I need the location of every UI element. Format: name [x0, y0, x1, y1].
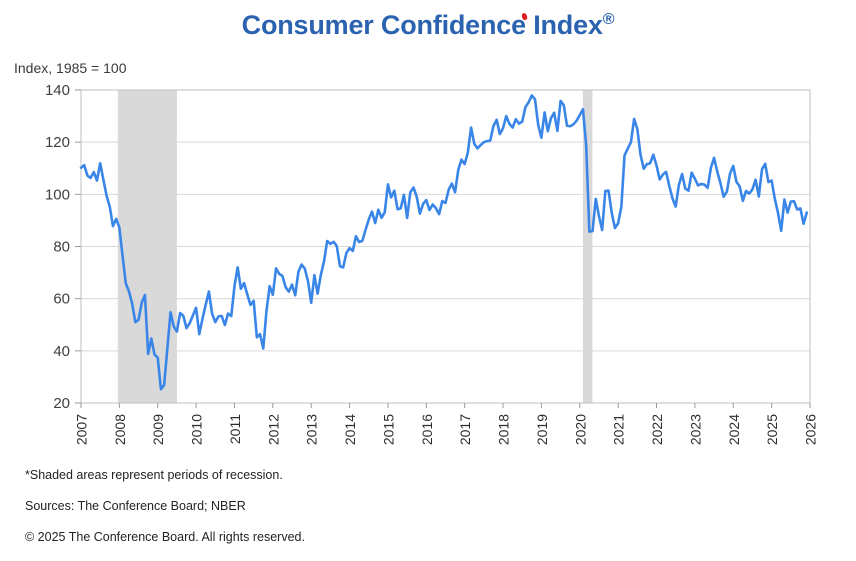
y-axis-note: Index, 1985 = 100	[14, 60, 127, 76]
x-axis-label-2012: 2012	[265, 414, 281, 445]
y-axis-label-60: 60	[53, 291, 70, 308]
x-axis-label-2018: 2018	[496, 414, 512, 445]
y-axis-label-80: 80	[53, 239, 70, 256]
footnote-block: *Shaded areas represent periods of reces…	[25, 452, 305, 561]
x-axis-tick-group: 2007 2008 2009 2010 2011 2012 2013 2014 2015 2016…	[74, 403, 819, 445]
y-axis-label-40: 40	[53, 343, 70, 360]
x-axis-label-2019: 2019	[534, 414, 550, 445]
x-axis-label-2025: 2025	[764, 414, 780, 445]
gridline-group	[81, 141, 810, 352]
x-axis-label-2015: 2015	[380, 414, 396, 445]
x-axis-label-2023: 2023	[687, 414, 703, 445]
page-title: Consumer Confidence Index®	[0, 10, 856, 41]
x-axis-label-2021: 2021	[611, 414, 627, 445]
x-axis-label-2022: 2022	[649, 414, 665, 445]
x-axis-label-2007: 2007	[74, 414, 90, 445]
y-axis-label-120: 120	[45, 134, 70, 151]
x-axis-label-2016: 2016	[419, 414, 435, 445]
consumer-confidence-chart: Consumer Confidence Index® Index, 1985 =…	[0, 10, 856, 544]
y-axis-label-20: 20	[53, 395, 70, 412]
x-axis-label-2008: 2008	[112, 414, 128, 445]
x-axis-label-2024: 2024	[726, 414, 742, 445]
y-axis-tick-group: 20 40 60 80 100 120 140	[45, 82, 81, 412]
y-axis-label-140: 140	[45, 82, 70, 99]
x-axis-label-2009: 2009	[150, 414, 166, 445]
footnote-shaded-areas: *Shaded areas represent periods of reces…	[25, 467, 283, 482]
registered-trademark-icon: ®	[602, 11, 615, 28]
x-axis-label-2013: 2013	[304, 414, 320, 445]
chart-title-text: Consumer Confidence Index	[241, 10, 603, 40]
data-series-line	[79, 94, 809, 391]
footnote-copyright: © 2025 The Conference Board. All rights …	[25, 529, 305, 544]
x-axis-label-2010: 2010	[189, 414, 205, 445]
x-axis-label-2011: 2011	[227, 414, 243, 444]
x-axis-label-2026: 2026	[803, 414, 819, 445]
x-axis-label-2017: 2017	[457, 414, 473, 445]
y-axis-label-100: 100	[45, 186, 70, 203]
footnote-sources: Sources: The Conference Board; NBER	[25, 498, 246, 513]
x-axis-label-2020: 2020	[572, 414, 588, 445]
x-axis-label-2014: 2014	[342, 414, 358, 445]
